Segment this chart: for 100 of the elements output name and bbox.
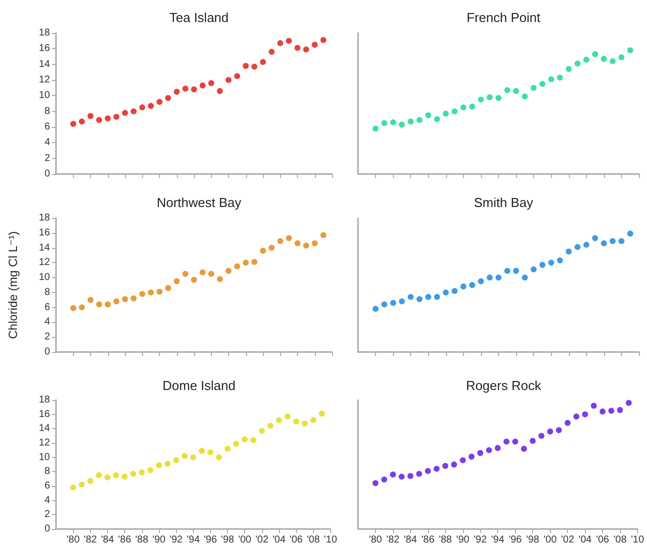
point xyxy=(451,462,458,468)
point xyxy=(234,73,240,80)
point xyxy=(318,410,325,417)
point xyxy=(250,437,256,444)
point xyxy=(381,476,388,483)
point xyxy=(512,438,518,445)
point xyxy=(548,76,554,82)
point xyxy=(87,478,94,484)
x-tick-label: '80 xyxy=(66,534,80,546)
point xyxy=(416,470,422,477)
y-tick-label: 14 xyxy=(38,423,50,434)
y-tick-label: 10 xyxy=(38,272,50,284)
point xyxy=(191,276,197,283)
x-tick-label: '88 xyxy=(438,534,452,546)
point xyxy=(496,274,502,281)
point xyxy=(174,278,180,284)
point xyxy=(294,240,300,246)
x-tick-label: '96 xyxy=(204,534,218,546)
point xyxy=(233,440,240,447)
point xyxy=(277,238,284,244)
point xyxy=(381,120,388,126)
point xyxy=(627,47,634,54)
point xyxy=(460,457,466,464)
x-tick-label: '08 xyxy=(613,534,627,546)
point xyxy=(139,104,146,110)
point xyxy=(372,126,379,132)
x-tick-label: '84 xyxy=(100,534,114,546)
point xyxy=(478,96,484,103)
x-tick-label: '80 xyxy=(368,534,382,546)
y-tick-label: 10 xyxy=(38,90,50,102)
point xyxy=(148,102,154,109)
point xyxy=(618,54,624,60)
point xyxy=(139,290,146,297)
point xyxy=(88,296,94,303)
point xyxy=(547,428,554,435)
point xyxy=(267,422,274,429)
point xyxy=(286,38,292,44)
point xyxy=(113,472,120,478)
point xyxy=(122,296,128,302)
point xyxy=(574,60,581,67)
point xyxy=(434,116,440,122)
point xyxy=(372,480,378,486)
point xyxy=(600,408,606,414)
point xyxy=(294,44,300,51)
point xyxy=(460,104,466,110)
point xyxy=(477,450,484,456)
point xyxy=(398,122,405,128)
y-tick-label: 16 xyxy=(38,408,50,420)
point xyxy=(503,438,510,445)
point xyxy=(486,274,493,281)
point xyxy=(165,284,172,291)
point xyxy=(268,244,275,251)
point xyxy=(200,269,206,276)
x-tick-label: '82 xyxy=(84,534,98,546)
x-tick-label: '90 xyxy=(456,534,470,546)
point xyxy=(494,445,501,452)
point xyxy=(130,295,137,302)
point xyxy=(156,288,162,295)
point xyxy=(251,258,258,265)
point xyxy=(416,296,422,302)
point xyxy=(70,484,76,490)
y-tick-label: 8 xyxy=(44,106,50,117)
point xyxy=(148,289,154,296)
point xyxy=(573,413,580,420)
point xyxy=(312,240,318,246)
x-tick-label: '94 xyxy=(186,534,200,546)
point xyxy=(260,248,266,254)
point xyxy=(416,116,422,123)
point xyxy=(469,104,476,110)
y-tick-label: 14 xyxy=(38,242,50,254)
x-tick-label: '92 xyxy=(474,534,488,546)
point xyxy=(478,278,484,284)
point xyxy=(268,48,275,55)
point xyxy=(425,294,432,300)
x-tick-label: '02 xyxy=(561,534,575,546)
point xyxy=(276,417,282,424)
point xyxy=(216,88,223,94)
point xyxy=(320,232,326,238)
y-tick-label: 4 xyxy=(44,494,50,506)
y-tick-label: 12 xyxy=(38,438,50,448)
point xyxy=(242,62,249,69)
point xyxy=(600,56,607,62)
x-tick-label: '06 xyxy=(290,534,304,546)
point xyxy=(216,276,223,282)
point xyxy=(293,418,300,424)
chart-title: Rogers Rock xyxy=(466,378,542,393)
point xyxy=(513,268,520,274)
point xyxy=(564,420,571,426)
point xyxy=(242,436,248,442)
point xyxy=(96,472,102,478)
y-tick-label: 8 xyxy=(44,286,50,298)
y-tick-label: 2 xyxy=(44,332,50,343)
x-tick-label: '82 xyxy=(386,534,400,546)
y-tick-label: 12 xyxy=(38,74,50,86)
point xyxy=(590,402,597,409)
point xyxy=(130,470,136,477)
point xyxy=(574,244,581,250)
point xyxy=(320,37,326,44)
y-tick-label: 0 xyxy=(44,524,50,534)
point xyxy=(434,294,440,300)
